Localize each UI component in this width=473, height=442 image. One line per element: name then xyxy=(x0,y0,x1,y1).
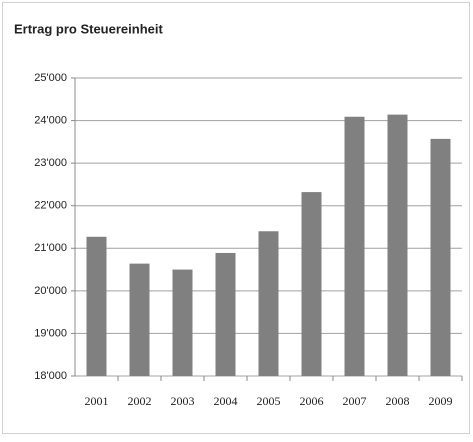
bar xyxy=(387,114,408,377)
x-tick-label: 2003 xyxy=(171,394,195,408)
x-tick-label: 2001 xyxy=(85,394,109,408)
bar xyxy=(430,138,451,376)
x-tick-label: 2005 xyxy=(257,394,281,408)
x-tick-label: 2009 xyxy=(429,394,453,408)
bar xyxy=(129,263,150,376)
x-tick-label: 2006 xyxy=(300,394,324,408)
x-tick-label: 2007 xyxy=(343,394,367,408)
bar xyxy=(215,252,236,376)
x-tick-label: 2008 xyxy=(386,394,410,408)
bar xyxy=(344,116,365,377)
chart-title: Ertrag pro Steuereinheit xyxy=(14,21,163,36)
x-tick-label: 2004 xyxy=(214,394,238,408)
y-tick-label: 18'000 xyxy=(34,370,67,382)
bar xyxy=(301,192,322,376)
y-tick-label: 24'000 xyxy=(34,114,67,126)
bar xyxy=(172,269,193,376)
y-tick-label: 20'000 xyxy=(34,285,67,297)
x-tick-label: 2002 xyxy=(128,394,152,408)
y-tick-label: 19'000 xyxy=(34,327,67,339)
bar xyxy=(86,236,107,376)
y-tick-label: 23'000 xyxy=(34,157,67,169)
y-tick-label: 22'000 xyxy=(34,200,67,212)
bar xyxy=(258,231,279,376)
y-tick-label: 21'000 xyxy=(34,242,67,254)
y-tick-label: 25'000 xyxy=(34,72,67,84)
